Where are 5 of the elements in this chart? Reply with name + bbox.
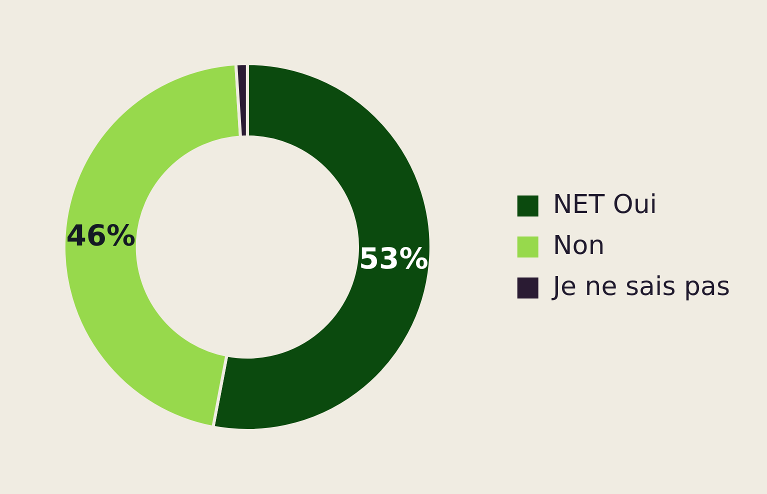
data-label: 53% xyxy=(358,241,428,276)
legend-label: Non xyxy=(552,230,605,261)
legend-label: Je ne sais pas xyxy=(550,272,730,302)
data-label: 46% xyxy=(66,218,136,252)
legend-label: NET Oui xyxy=(552,190,658,220)
